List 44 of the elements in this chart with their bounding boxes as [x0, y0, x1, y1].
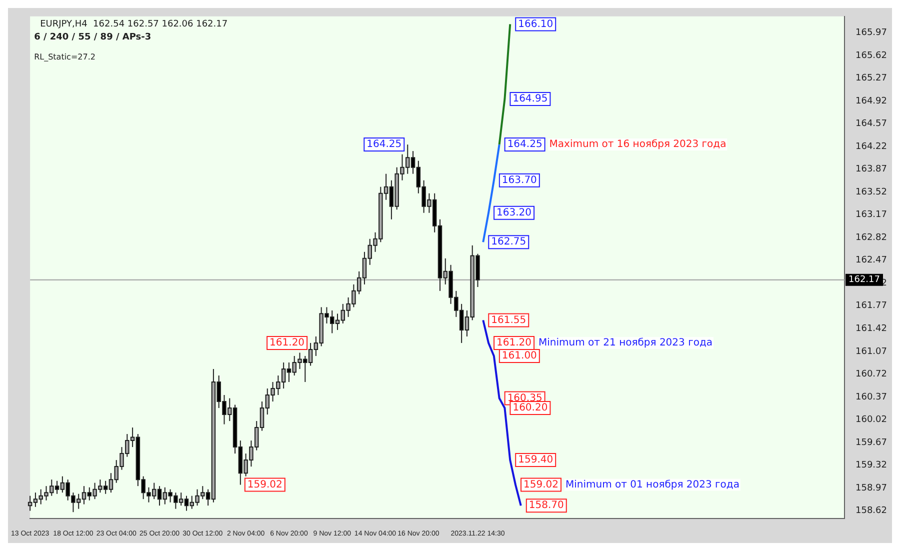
annotation: 161.00	[502, 350, 537, 362]
annotation: RL_Static=27.2	[34, 52, 96, 62]
annotation: 162.75	[491, 236, 526, 248]
y-tick-label: 161.42	[856, 324, 888, 334]
annotation: 164.95	[512, 94, 548, 105]
y-tick-label: 160.02	[856, 415, 888, 426]
y-tick-label: 163.52	[856, 187, 888, 198]
annotation: 164.25	[507, 139, 542, 150]
annotation: 163.20	[496, 207, 532, 218]
y-tick-label: 162.82	[856, 232, 888, 243]
chart-title: EURJPY,H4 162.54 162.57 162.06 162.17	[40, 20, 228, 30]
y-tick-label: 159.32	[856, 460, 888, 471]
y-tick-label: 164.92	[856, 96, 888, 106]
y-tick-label: 162.47	[856, 256, 888, 266]
y-tick-label: 160.72	[856, 370, 888, 380]
annotation: 164.25	[366, 139, 402, 150]
y-tick-label: 159.67	[856, 438, 888, 448]
y-tick-label: 163.17	[856, 210, 888, 220]
y-tick-label: 165.62	[856, 50, 888, 61]
text: 6 / 240 / 55 / 89 / APs-3	[34, 32, 152, 43]
annotation: Minimum от 21 ноября 2023 года	[538, 338, 713, 349]
annotation: 160.35	[507, 392, 542, 404]
annotation: 159.02	[247, 479, 282, 490]
y-tick-label: 163.87	[856, 164, 888, 175]
annotation: 159.40	[518, 454, 554, 466]
annotation: Minimum от 01 ноября 2023 года	[565, 479, 740, 490]
annotation: 161.20	[496, 338, 532, 349]
annotation: Maximum от 16 ноября 2023 года	[549, 139, 726, 150]
annotation: 166.10	[518, 18, 554, 30]
y-tick-label: 158.62	[856, 506, 888, 516]
annotation: 161.55	[491, 314, 526, 326]
y-tick-label: 161.77	[856, 301, 888, 312]
annotation: 163.70	[502, 174, 537, 186]
y-tick-label: 165.97	[856, 28, 888, 38]
annotation: 158.70	[528, 500, 564, 512]
annotation: 159.02	[523, 479, 558, 490]
y-tick-label: 165.27	[856, 74, 888, 84]
y-tick-label: 164.22	[856, 142, 888, 152]
y-tick-label: 161.07	[856, 346, 888, 357]
y-tick-label: 164.57	[856, 119, 888, 130]
y-tick-label: 160.37	[856, 392, 888, 402]
y-tick-label: 158.97	[856, 483, 888, 494]
annotation: 161.20	[270, 338, 305, 349]
annotation: 160.20	[512, 402, 548, 414]
